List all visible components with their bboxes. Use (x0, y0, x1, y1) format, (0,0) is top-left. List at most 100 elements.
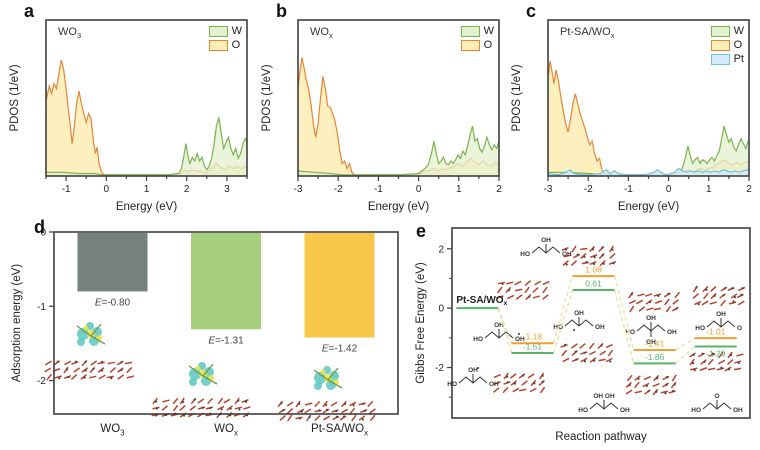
mol-label-left: HO (520, 251, 530, 258)
slab-bond (563, 254, 571, 258)
slab-bond (217, 397, 224, 405)
panel-letter-d: d (34, 217, 45, 237)
legend-label: O (231, 39, 241, 51)
slab-bond (668, 390, 676, 394)
slab-bond (493, 381, 501, 385)
dos-curve-w (46, 117, 248, 176)
slab-bond (529, 387, 537, 393)
bar-value-label: E=-1.31 (208, 335, 244, 346)
slab-bond (671, 374, 677, 382)
slab-bond (162, 399, 170, 403)
slab-bond (524, 286, 530, 294)
blob-bond (202, 363, 214, 377)
blob-wo3 (76, 322, 106, 346)
slab-atom (238, 408, 241, 411)
slab-bond (44, 360, 52, 366)
blob-wox (188, 362, 218, 386)
energy-value-orange-2: 1.08 (585, 265, 602, 275)
slab-bond (654, 300, 663, 304)
slab-bond (609, 253, 616, 259)
slab-bond (628, 299, 637, 305)
slab-bond (701, 300, 709, 306)
slab-bond (728, 301, 737, 305)
slab-atom (565, 263, 568, 266)
isosurface (189, 368, 201, 380)
slab-bond (736, 293, 744, 299)
blob-bond (188, 365, 204, 377)
mol-label-top: OH (468, 367, 478, 374)
slab-atom (280, 402, 283, 405)
slab-atom (593, 256, 596, 259)
mol-label-top: OH (574, 310, 584, 317)
slab-atom (583, 351, 586, 354)
radical-dot (573, 329, 575, 331)
isosurface (189, 378, 197, 386)
slab-atom (564, 248, 568, 251)
slab-bond (638, 306, 646, 312)
isosurface (83, 325, 89, 331)
slab-bond (493, 387, 500, 393)
slab-atom (657, 294, 660, 298)
mol-label-right: O (737, 325, 742, 332)
energy-value-green-3: -1.86 (645, 352, 665, 362)
x-tick-label: -1 (62, 184, 71, 195)
x-axis-label: Energy (eV) (116, 201, 178, 213)
legend-label: Pt (733, 53, 744, 65)
slab-atom (723, 287, 726, 290)
legend-entry-o: O (208, 39, 241, 51)
slab-bond (323, 415, 331, 421)
slab-atom (101, 360, 104, 363)
slab-bond (734, 360, 742, 364)
structure-slab-wo3 (44, 359, 135, 381)
slab-bond (571, 245, 577, 253)
mol-label-right: OH (733, 407, 743, 414)
slab-atom (732, 300, 735, 303)
slab-atom (220, 408, 223, 411)
slab-bond (179, 397, 185, 405)
slab-bond (507, 294, 515, 300)
start-state-label: Pt-SA/WOx (456, 295, 507, 307)
x-tick-label: 1 (144, 184, 150, 195)
slab-bond (634, 390, 643, 394)
adsorbed-structure-2 (493, 372, 546, 394)
slab-bond (580, 247, 588, 251)
mol-label-left: HO (625, 329, 635, 336)
slab-bond (189, 405, 197, 411)
slab-atom (324, 403, 328, 407)
mol-label-right: OH (667, 329, 677, 336)
slab-bond (737, 300, 745, 306)
slab-atom (508, 288, 511, 292)
slab-bond (664, 298, 670, 306)
slab-bond (692, 285, 698, 293)
slab-bond (322, 400, 328, 408)
slab-bond (718, 359, 726, 365)
slab-atom (244, 400, 248, 403)
slab-atom (56, 360, 59, 363)
slab-bond (216, 411, 223, 419)
slab-bond (81, 367, 89, 373)
slab-bond (653, 293, 662, 297)
slab-bond (570, 259, 578, 267)
slab-bond (369, 414, 376, 422)
panel-e: HOOHOHHOOHOHHOOHOHHOOHOHHOOHOHOHHOOH OHO… (412, 218, 758, 448)
slab-atom (601, 246, 604, 249)
x-tick-label: -2 (334, 184, 343, 195)
blob-bond (313, 369, 329, 381)
slab-atom (506, 375, 509, 378)
slab-bond (672, 299, 679, 305)
slab-atom (593, 359, 596, 362)
slab-atom (637, 377, 640, 380)
slab-atom (335, 415, 338, 418)
energy-value-orange-3: -1.41 (645, 339, 665, 349)
slab-atom (583, 255, 586, 258)
slab-atom (110, 377, 113, 380)
y-tick-label: 0 (438, 304, 444, 315)
slab-bond (341, 408, 349, 414)
slab-bond (44, 367, 52, 373)
slab-bond (644, 389, 651, 395)
blob-bond (76, 325, 92, 337)
energy-value-green-4: -1.29 (706, 348, 726, 358)
legend-swatch-w (208, 25, 228, 37)
mol-label-left: HO (578, 407, 588, 414)
